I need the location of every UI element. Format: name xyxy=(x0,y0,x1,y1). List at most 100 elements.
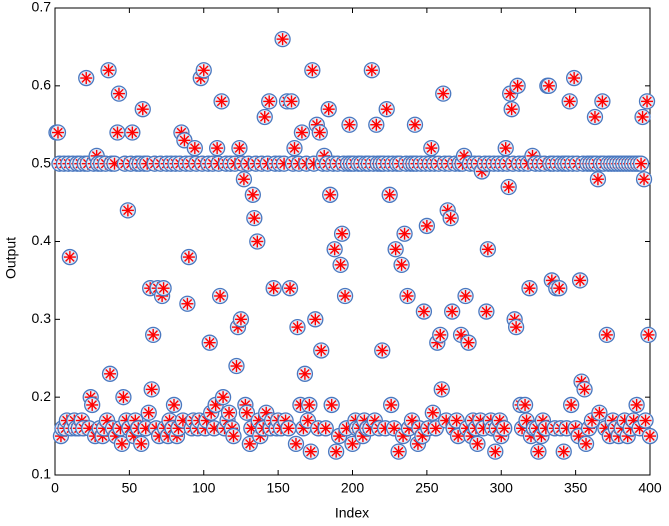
point xyxy=(244,186,261,203)
point-star xyxy=(228,431,239,441)
point xyxy=(155,280,172,297)
point-star xyxy=(483,244,493,255)
point xyxy=(555,443,572,460)
point xyxy=(432,326,449,344)
point-star xyxy=(431,423,441,434)
point xyxy=(280,420,297,437)
point xyxy=(424,404,441,421)
point xyxy=(442,209,459,227)
point xyxy=(487,443,504,460)
point xyxy=(640,326,657,344)
point-star xyxy=(292,322,303,332)
point xyxy=(186,139,203,157)
point-star xyxy=(143,407,154,418)
point xyxy=(327,443,345,460)
point-star xyxy=(445,213,456,223)
point xyxy=(333,225,351,242)
point xyxy=(586,108,604,126)
point xyxy=(124,124,141,141)
point xyxy=(180,248,198,266)
y-tick-label: 0.7 xyxy=(32,0,52,15)
point-star xyxy=(268,283,279,293)
point-star xyxy=(291,439,301,449)
point-star xyxy=(169,400,179,410)
point xyxy=(378,101,395,118)
point xyxy=(638,93,656,110)
point-star xyxy=(511,322,521,332)
point-star xyxy=(569,73,579,83)
point-star xyxy=(114,88,124,99)
point-star xyxy=(224,407,234,418)
point xyxy=(634,108,651,126)
point-star xyxy=(323,104,334,114)
point-star xyxy=(184,252,194,262)
point xyxy=(232,311,250,328)
point xyxy=(49,124,67,141)
point xyxy=(304,62,321,79)
point xyxy=(457,287,474,305)
point xyxy=(133,435,150,453)
point-star xyxy=(367,65,377,76)
point xyxy=(598,326,616,344)
point xyxy=(423,139,440,157)
x-tick-label: 250 xyxy=(415,480,439,496)
point-star xyxy=(264,96,274,107)
point-star xyxy=(307,65,318,76)
point xyxy=(509,77,526,94)
point xyxy=(302,443,320,460)
point xyxy=(323,396,340,414)
point xyxy=(571,272,589,289)
point xyxy=(143,381,160,398)
point-star xyxy=(472,439,483,449)
point-star xyxy=(259,112,270,122)
point xyxy=(225,427,242,445)
point-star xyxy=(103,65,114,76)
point-star xyxy=(636,158,646,169)
x-tick-label: 0 xyxy=(51,480,59,496)
point-star xyxy=(303,415,313,426)
point-star xyxy=(642,96,652,107)
point-star xyxy=(499,423,510,434)
point-star xyxy=(459,151,469,161)
point-star xyxy=(435,330,446,340)
point xyxy=(381,186,398,203)
point-star xyxy=(393,446,404,457)
point-star xyxy=(384,190,395,200)
point-star xyxy=(628,415,639,426)
point-star xyxy=(575,275,585,286)
point xyxy=(396,225,413,242)
point-star xyxy=(300,369,310,379)
point-star xyxy=(643,330,654,340)
point xyxy=(313,342,330,359)
point-star xyxy=(118,392,129,402)
point-star xyxy=(594,407,605,418)
point-star xyxy=(503,182,514,192)
point xyxy=(516,396,534,414)
point-star xyxy=(146,384,157,395)
point-star xyxy=(447,306,457,317)
point xyxy=(406,116,424,133)
point xyxy=(530,443,547,460)
point xyxy=(61,248,79,266)
point-star xyxy=(637,112,648,122)
point-star xyxy=(248,190,258,200)
point-star xyxy=(512,81,523,91)
point-star xyxy=(579,384,590,395)
point xyxy=(165,396,183,414)
point xyxy=(478,303,495,320)
point-star xyxy=(436,384,447,395)
point-star xyxy=(347,439,358,449)
point-star xyxy=(137,104,148,114)
point-star xyxy=(148,330,158,340)
x-tick-label: 400 xyxy=(638,480,662,496)
point xyxy=(293,124,311,141)
point xyxy=(415,303,433,320)
point-star xyxy=(419,306,429,317)
point-star xyxy=(500,143,511,153)
point xyxy=(274,30,291,48)
x-tick-label: 50 xyxy=(122,480,138,496)
point xyxy=(497,139,514,157)
point xyxy=(393,256,410,274)
point-star xyxy=(386,400,396,410)
